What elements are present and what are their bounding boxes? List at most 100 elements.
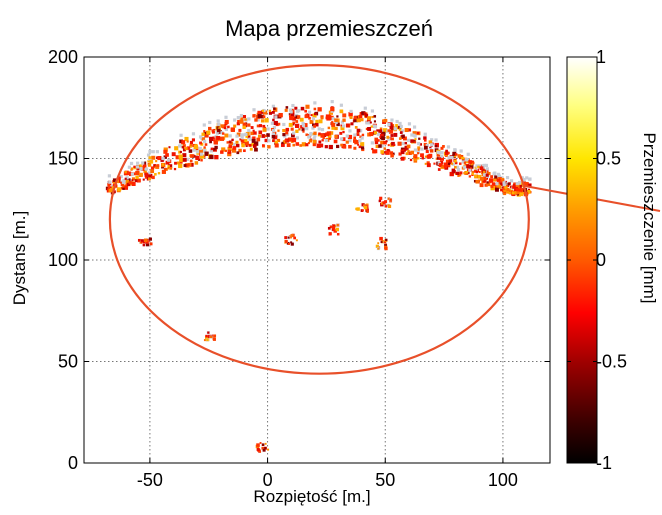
data-point [312,113,317,118]
data-point [339,103,343,107]
data-point [439,156,444,161]
data-point [299,144,302,147]
data-point [331,122,336,127]
data-point [345,140,349,144]
data-point [224,149,227,152]
data-point [401,141,405,146]
data-point [208,120,212,125]
data-point [135,175,139,180]
data-point [252,136,256,140]
data-point [277,129,280,132]
data-point [155,160,158,163]
data-point [271,132,275,136]
data-point [107,174,111,178]
data-point [435,157,438,160]
data-point [378,129,383,134]
data-point [492,172,497,176]
data-point [421,156,425,160]
data-point [205,334,208,338]
data-point [264,134,267,138]
data-point [286,143,291,147]
data-point [307,135,311,139]
data-point [241,139,245,143]
data-point [370,125,373,128]
data-point [408,151,412,155]
data-point [477,165,480,169]
data-point [349,116,353,120]
data-point [121,183,125,187]
data-point [242,122,247,127]
data-point [414,158,418,162]
data-point [483,179,486,183]
data-point [438,163,443,168]
data-point [288,122,293,127]
data-point [447,156,451,160]
data-point [140,241,143,244]
data-point [198,135,203,139]
data-point [333,229,337,233]
data-point [187,163,190,166]
data-point [335,227,339,232]
data-point [204,151,209,156]
data-point [373,125,378,129]
data-point [329,131,334,135]
data-point [525,176,529,180]
data-point [198,146,202,151]
data-point [251,138,256,143]
data-point [171,152,176,157]
data-point [290,242,294,246]
data-point [294,123,300,128]
data-point [267,139,271,143]
data-point [233,118,237,122]
data-point [167,158,171,162]
data-point [260,114,264,119]
data-point [261,446,265,450]
data-point [287,137,293,142]
data-point [141,161,145,165]
data-point [206,338,209,342]
data-point [385,150,390,155]
data-point [247,123,251,127]
data-point [336,144,340,149]
data-point [186,140,189,143]
data-point [446,163,451,168]
data-point [420,153,424,158]
data-point [213,148,216,151]
data-point [332,224,336,228]
data-point [266,127,270,131]
data-point [342,118,346,122]
data-point [178,150,182,154]
data-point [236,115,240,120]
data-point [320,133,325,138]
data-point [390,153,394,158]
data-point [125,176,129,180]
data-point [373,120,377,123]
data-point [334,134,338,139]
x-axis-label: Rozpiętość [m.] [253,487,370,506]
data-point [297,109,301,113]
data-point [381,240,385,244]
data-point [242,115,247,119]
data-point [424,162,427,165]
data-point [375,144,379,149]
data-point [108,187,113,193]
data-point [252,108,256,112]
data-point [466,168,470,172]
data-point [124,177,127,180]
data-point [494,187,499,192]
data-point [264,138,268,143]
data-point [131,177,135,181]
data-point [221,132,225,135]
data-point [274,140,279,144]
data-point [512,184,517,189]
data-point [267,448,270,451]
data-point [179,144,183,148]
data-point [151,175,155,180]
data-point [250,126,254,129]
data-point [292,137,296,141]
data-point [318,132,321,135]
highlight-ellipse [108,64,530,375]
data-point [235,143,240,148]
data-point [143,238,148,243]
data-point [513,183,516,187]
